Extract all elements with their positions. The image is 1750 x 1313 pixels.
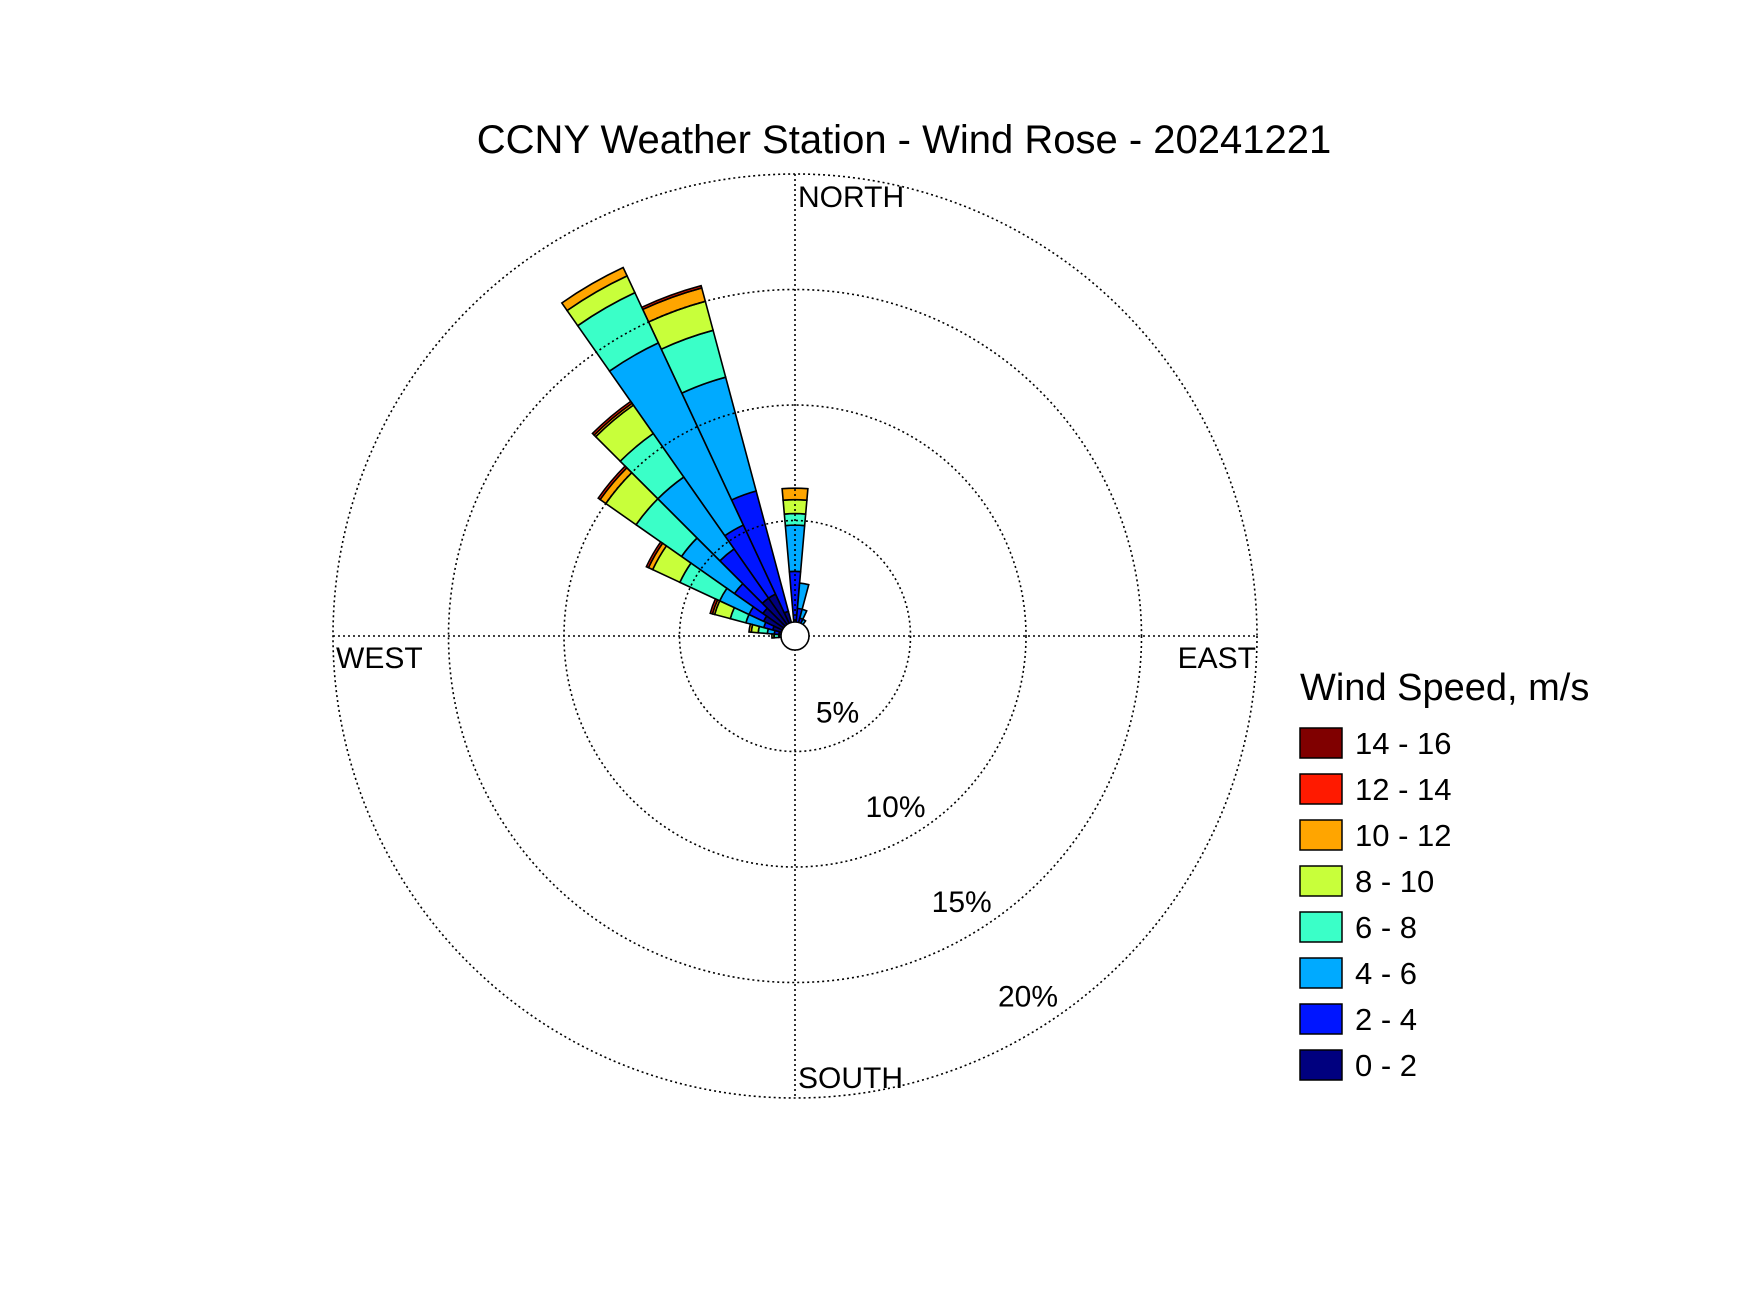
legend-label-5: 4 - 6 xyxy=(1355,956,1417,991)
legend-label-3: 8 - 10 xyxy=(1355,864,1434,899)
wedge-dir-10-bin-2 xyxy=(796,582,810,611)
ring-label-1: 10% xyxy=(865,791,925,824)
legend-swatch-5 xyxy=(1299,957,1343,989)
legend-swatch-4 xyxy=(1299,911,1343,943)
south-label: SOUTH xyxy=(798,1062,903,1095)
wedge-dir-20-bin-2 xyxy=(798,608,808,621)
legend-label-0: 14 - 16 xyxy=(1355,726,1452,761)
legend-label-7: 0 - 2 xyxy=(1355,1048,1417,1083)
chart-title: CCNY Weather Station - Wind Rose - 20241… xyxy=(477,118,1332,162)
legend-label-1: 12 - 14 xyxy=(1355,772,1452,807)
grid-ring-0 xyxy=(678,519,912,753)
wedge-dir-340-bin-6 xyxy=(640,284,703,311)
grid-ring-2 xyxy=(447,288,1143,984)
calm-center xyxy=(780,621,810,651)
legend-label-6: 2 - 4 xyxy=(1355,1002,1417,1037)
legend-swatch-0 xyxy=(1299,727,1343,759)
ring-label-0: 5% xyxy=(816,697,859,730)
east-label: EAST xyxy=(1178,642,1256,675)
wedge-dir-320-bin-6 xyxy=(591,400,634,437)
legend-swatch-7 xyxy=(1299,1049,1343,1081)
wedge-dir-300-bin-6 xyxy=(645,540,664,569)
wedge-dir-290-bin-6 xyxy=(709,597,719,615)
wedge-dir-0-bin-4 xyxy=(782,498,808,515)
ring-labels: 5% 10% 15% 20% xyxy=(816,697,1058,1014)
wedge-dir-330-bin-5 xyxy=(560,266,629,312)
legend-swatch-2 xyxy=(1299,819,1343,851)
wedge-dir-310-bin-6 xyxy=(597,464,628,501)
legend-swatch-3 xyxy=(1299,865,1343,897)
west-label: WEST xyxy=(336,642,423,675)
legend-title: Wind Speed, m/s xyxy=(1300,667,1589,709)
north-label: NORTH xyxy=(798,181,904,214)
legend-swatch-6 xyxy=(1299,1003,1343,1035)
ring-label-2: 15% xyxy=(932,886,992,919)
legend-label-2: 10 - 12 xyxy=(1355,818,1452,853)
legend-label-4: 6 - 8 xyxy=(1355,910,1417,945)
wind-rose-wedges xyxy=(560,266,810,651)
legend: 14 - 16 12 - 14 10 - 12 8 - 10 6 - 8 4 - 6 2 -… xyxy=(1299,726,1452,1083)
ring-label-3: 20% xyxy=(998,980,1058,1013)
legend-swatch-1 xyxy=(1299,773,1343,805)
wedge-dir-280-bin-5 xyxy=(748,623,754,634)
